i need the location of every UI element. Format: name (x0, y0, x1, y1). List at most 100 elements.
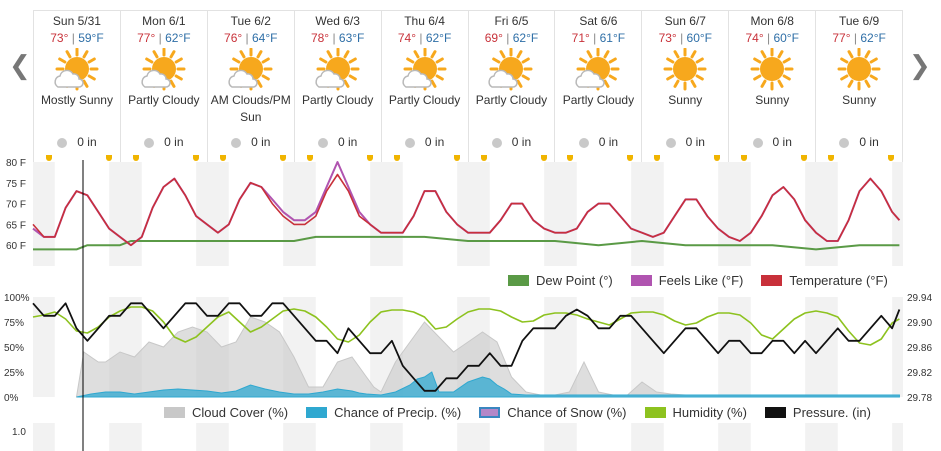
sunrise-icon (828, 155, 835, 161)
day-temps: 77° | 62°F (137, 31, 191, 45)
precip-value: 0 in (424, 135, 445, 149)
legend-label: Feels Like (°F) (658, 273, 744, 288)
precip-amount: 0 in (555, 135, 641, 149)
high-temp: 77° (832, 31, 851, 45)
pressure-axis-tick: 29.86 (907, 343, 932, 354)
percent-axis-tick: 75% (4, 318, 24, 329)
sunny-icon (642, 48, 728, 92)
day-column[interactable]: Tue 6/2 76° | 64°F AM Clouds/PM Sun 0 in (208, 11, 295, 163)
legend-label: Humidity (%) (672, 405, 747, 420)
daily-forecast-strip: Sun 5/31 73° | 59°F Mostly Sunny 0 in Mon 6/… (33, 10, 904, 163)
legend-item[interactable]: Cloud Cover (%) (164, 405, 288, 420)
low-temp: 62°F (860, 31, 886, 45)
raindrop-icon (317, 137, 328, 148)
series-line (33, 235, 900, 251)
high-temp: 69° (484, 31, 503, 45)
day-column[interactable]: Sun 6/7 73° | 60°F Sunny 0 in (642, 11, 730, 163)
day-name: Thu 6/4 (404, 14, 445, 28)
day-name: Tue 6/2 (230, 14, 271, 28)
legend-label: Temperature (°F) (789, 273, 888, 288)
partly-sunny-icon (34, 48, 120, 92)
day-name: Sat 6/6 (579, 14, 618, 28)
day-column[interactable]: Tue 6/9 77° | 62°F Sunny 0 in (816, 11, 904, 163)
sunset-icon (888, 155, 895, 161)
precip-amount: 0 in (729, 135, 815, 149)
legend-label: Cloud Cover (%) (192, 405, 289, 420)
sunny-icon (729, 48, 815, 92)
chevron-right-icon: ❯ (909, 51, 931, 81)
day-column[interactable]: Sat 6/6 71° | 61°F Partly Cloudy 0 in (555, 11, 643, 163)
day-temps: 76° | 64°F (224, 31, 278, 45)
legend-item[interactable]: Humidity (%) (644, 405, 747, 420)
legend-swatch (764, 407, 786, 418)
pressure-axis-tick: 29.78 (907, 393, 932, 404)
partly-cloudy-icon (295, 48, 381, 92)
low-temp: 62°F (425, 31, 452, 45)
day-temps: 74° | 62°F (397, 31, 452, 45)
high-temp: 73° (50, 31, 69, 45)
legend-item[interactable]: Pressure. (in) (764, 405, 871, 420)
sunset-icon (192, 155, 199, 161)
raindrop-icon (752, 137, 763, 148)
legend-item[interactable]: Dew Point (°) (508, 273, 613, 288)
series-line (32, 173, 901, 246)
sunset-icon (714, 155, 721, 161)
sun-markers (34, 155, 120, 163)
legend-item[interactable]: Chance of Snow (%) (479, 405, 627, 420)
day-temps: 73° | 59°F (50, 31, 104, 45)
day-column[interactable]: Mon 6/8 74° | 60°F Sunny 0 in (729, 11, 817, 163)
precip-amount: 0 in (382, 135, 468, 149)
sunset-icon (801, 155, 808, 161)
pressure-axis-tick: 29.82 (907, 368, 932, 379)
day-name: Mon 6/1 (142, 14, 186, 28)
high-temp: 76° (224, 31, 243, 45)
day-column[interactable]: Thu 6/4 74° | 62°F Partly Cloudy 0 in (382, 11, 469, 163)
next-days-button[interactable]: ❯ (909, 53, 931, 79)
high-temp: 74° (745, 31, 764, 45)
legend-label: Chance of Snow (%) (507, 405, 627, 420)
day-column[interactable]: Mon 6/1 77° | 62°F Partly Cloudy 0 in (121, 11, 208, 163)
day-column[interactable]: Wed 6/3 78° | 63°F Partly Cloudy 0 in (295, 11, 382, 163)
legend-label: Pressure. (in) (792, 405, 871, 420)
legend-item[interactable]: Chance of Precip. (%) (306, 405, 461, 420)
legend-swatch (508, 275, 529, 286)
sunset-icon (627, 155, 634, 161)
precip-amount: 0 in (34, 135, 120, 149)
low-temp: 62°F (165, 31, 191, 45)
low-temp: 60°F (686, 31, 713, 45)
partly-cloudy-icon (208, 48, 294, 92)
legend-item[interactable]: Temperature (°F) (761, 273, 888, 288)
precip-amount: 0 in (469, 135, 555, 149)
legend-label: Chance of Precip. (%) (334, 405, 462, 420)
sunrise-icon (46, 155, 52, 161)
low-temp: 63°F (338, 31, 365, 45)
sun-markers (469, 155, 555, 163)
day-temps: 71° | 61°F (571, 31, 626, 45)
day-condition: AM Clouds/PM Sun (210, 93, 291, 124)
sun-markers (729, 155, 815, 163)
precip-value: 0 in (511, 135, 532, 149)
day-condition: Sunny (755, 93, 790, 107)
day-condition: Partly Cloudy (301, 93, 374, 107)
day-condition: Partly Cloudy (388, 93, 461, 107)
sunset-icon (106, 155, 112, 161)
sunny-icon (816, 48, 902, 92)
sunset-icon (453, 155, 460, 161)
sunset-icon (279, 155, 286, 161)
legend-item[interactable]: Feels Like (°F) (630, 273, 744, 288)
precip-value: 0 in (77, 135, 97, 149)
legend-swatch (306, 407, 328, 418)
day-name: Fri 6/5 (494, 14, 529, 28)
day-name: Mon 6/8 (750, 14, 794, 28)
low-temp: 62°F (512, 31, 539, 45)
day-column[interactable]: Sun 5/31 73° | 59°F Mostly Sunny 0 in (33, 11, 121, 163)
day-column[interactable]: Fri 6/5 69° | 62°F Partly Cloudy 0 in (469, 11, 556, 163)
high-temp: 74° (397, 31, 416, 45)
sun-markers (555, 155, 641, 163)
day-condition: Sunny (668, 93, 703, 107)
partly-cloudy-icon (121, 48, 207, 92)
raindrop-icon (839, 137, 850, 148)
raindrop-icon (231, 137, 242, 148)
sun-markers (382, 155, 468, 163)
previous-days-button[interactable]: ❮ (9, 53, 31, 79)
